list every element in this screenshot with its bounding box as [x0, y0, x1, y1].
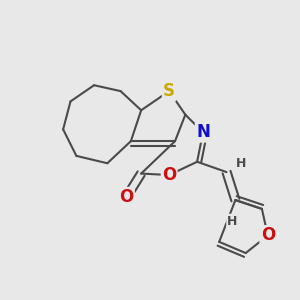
Text: H: H [227, 215, 238, 228]
Text: N: N [196, 123, 210, 141]
Text: H: H [236, 157, 246, 170]
Text: O: O [119, 188, 134, 206]
Text: O: O [162, 166, 176, 184]
Text: S: S [163, 82, 175, 100]
Text: O: O [261, 226, 275, 244]
